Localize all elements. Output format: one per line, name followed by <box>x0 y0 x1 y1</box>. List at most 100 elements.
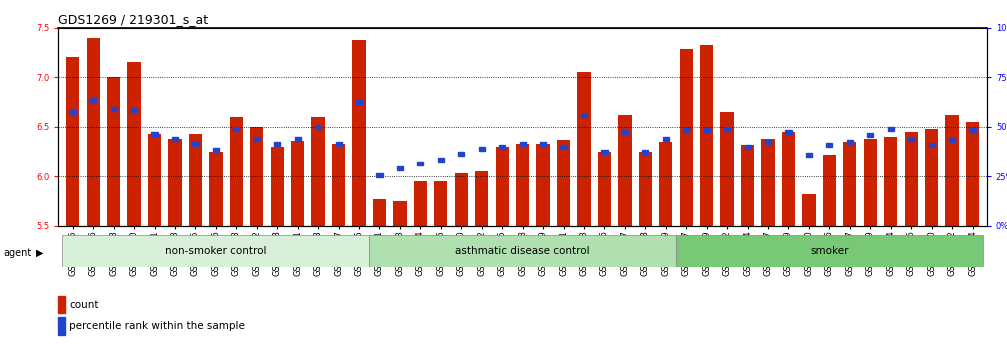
Bar <box>680 49 693 226</box>
Bar <box>847 140 853 144</box>
Text: non-smoker control: non-smoker control <box>165 246 267 256</box>
Bar <box>621 130 628 134</box>
Bar <box>495 147 509 226</box>
Bar <box>417 161 424 166</box>
Bar <box>785 130 792 134</box>
Bar <box>394 201 407 226</box>
Bar <box>557 140 570 226</box>
Bar <box>352 40 366 226</box>
Bar <box>864 139 877 226</box>
Bar <box>58 317 64 335</box>
Bar <box>516 144 530 226</box>
Bar <box>274 142 280 146</box>
Bar <box>254 137 260 141</box>
Bar <box>904 132 917 226</box>
Bar <box>62 235 370 267</box>
Bar <box>107 77 120 226</box>
Bar <box>581 113 587 117</box>
Bar <box>434 181 447 226</box>
Bar <box>660 142 673 226</box>
Bar <box>335 142 341 146</box>
Bar <box>230 117 243 226</box>
Bar <box>966 122 979 226</box>
Bar <box>458 151 464 156</box>
Bar <box>128 62 141 226</box>
Bar <box>373 199 386 226</box>
Bar <box>499 145 506 149</box>
Bar <box>271 147 284 226</box>
Text: agent: agent <box>3 248 31 257</box>
Bar <box>949 138 956 142</box>
Bar <box>172 137 178 141</box>
Bar <box>765 140 771 144</box>
Bar <box>598 151 611 226</box>
Bar <box>537 144 550 226</box>
Bar <box>148 134 161 226</box>
Bar <box>806 152 812 157</box>
Bar <box>761 139 774 226</box>
Bar <box>475 171 488 226</box>
Bar <box>867 133 873 137</box>
Bar <box>66 57 80 226</box>
Text: GDS1269 / 219301_s_at: GDS1269 / 219301_s_at <box>58 13 208 27</box>
Bar <box>642 150 649 154</box>
Bar <box>520 142 526 146</box>
Text: smoker: smoker <box>811 246 849 256</box>
Bar <box>601 150 607 154</box>
Bar <box>884 137 897 226</box>
Bar <box>250 127 264 226</box>
Bar <box>741 145 754 226</box>
Bar <box>58 296 64 313</box>
Bar <box>843 142 857 226</box>
Bar <box>823 155 836 226</box>
Bar <box>212 148 219 151</box>
Bar <box>663 137 669 141</box>
Bar <box>69 110 76 114</box>
Bar <box>720 112 734 226</box>
Bar <box>946 115 959 226</box>
Bar <box>188 134 202 226</box>
Bar <box>724 127 730 131</box>
Bar <box>87 38 100 226</box>
Bar <box>908 137 914 141</box>
Bar <box>618 115 631 226</box>
Bar <box>291 141 304 226</box>
Bar <box>355 100 363 104</box>
Bar <box>414 181 427 226</box>
Bar <box>683 128 690 132</box>
Bar <box>111 107 117 111</box>
Text: count: count <box>68 300 99 310</box>
Bar <box>131 108 137 112</box>
Bar <box>397 166 403 170</box>
Bar <box>168 139 181 226</box>
Bar <box>438 158 444 161</box>
Text: asthmatic disease control: asthmatic disease control <box>455 246 590 256</box>
Bar <box>561 145 567 149</box>
Bar <box>540 142 546 146</box>
Bar <box>700 46 713 226</box>
Bar <box>803 194 816 226</box>
Bar <box>454 174 468 226</box>
Bar <box>781 132 796 226</box>
Bar <box>295 137 301 141</box>
Bar <box>925 129 939 226</box>
Bar <box>151 132 157 136</box>
Bar <box>311 117 325 226</box>
Bar <box>370 235 676 267</box>
Bar <box>744 145 750 149</box>
Text: percentile rank within the sample: percentile rank within the sample <box>68 321 245 331</box>
Bar <box>970 128 976 132</box>
Bar <box>377 174 383 177</box>
Bar <box>315 125 321 129</box>
Bar <box>888 127 894 131</box>
Bar <box>827 143 833 147</box>
Bar <box>638 151 652 226</box>
Bar <box>192 142 198 146</box>
Bar <box>928 143 934 147</box>
Bar <box>577 72 591 226</box>
Text: ▶: ▶ <box>36 248 43 257</box>
Bar <box>332 144 345 226</box>
Bar <box>478 147 484 150</box>
Bar <box>209 151 223 226</box>
Bar <box>704 128 710 132</box>
